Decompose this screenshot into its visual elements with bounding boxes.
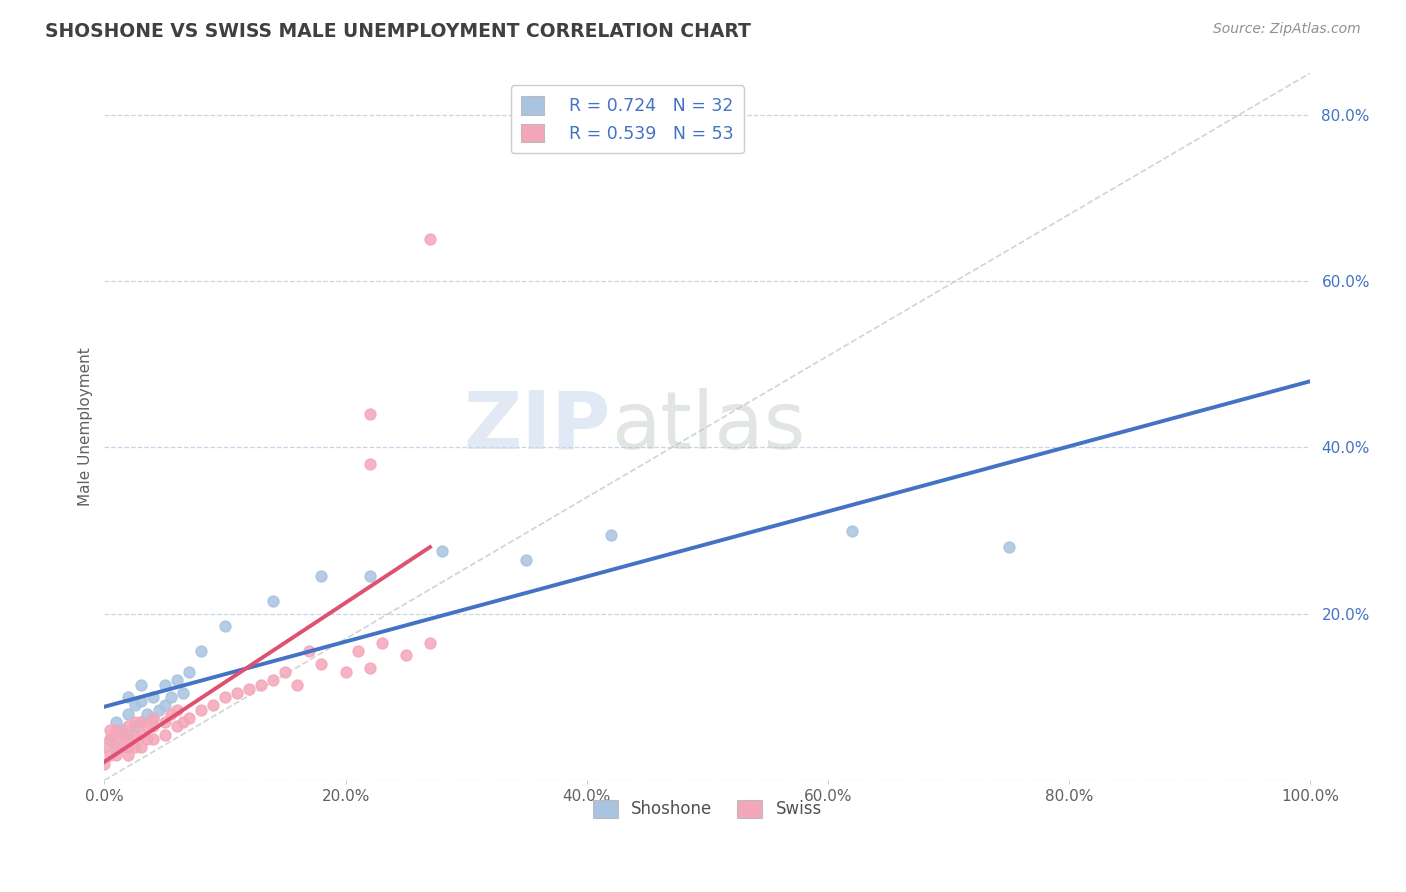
Point [153,727,176,741]
Point [129,714,152,729]
Point [117,727,139,741]
Point [430,544,453,558]
Point [172,686,194,700]
Point [100,723,122,738]
Point [124,719,146,733]
Point [105,739,128,754]
Point [100,748,122,763]
Point [105,748,128,763]
Point [117,706,139,721]
Text: Source: ZipAtlas.com: Source: ZipAtlas.com [1213,22,1361,37]
Point [159,706,181,721]
Point [998,541,1021,555]
Point [311,657,333,671]
Point [159,690,181,704]
Point [129,694,152,708]
Point [148,702,170,716]
Point [100,731,122,746]
Point [135,731,157,746]
Point [515,553,537,567]
Point [135,719,157,733]
Point [262,594,284,608]
Text: ZIP: ZIP [464,388,610,466]
Point [599,528,621,542]
Point [153,698,176,713]
Point [105,714,128,729]
Point [201,698,224,713]
Point [105,723,128,738]
Legend: Shoshone, Swiss: Shoshone, Swiss [586,793,828,825]
Point [129,727,152,741]
Point [135,706,157,721]
Point [124,739,146,754]
Point [371,636,394,650]
Point [335,665,357,679]
Point [166,673,188,688]
Point [105,731,128,746]
Point [214,690,236,704]
Point [117,748,139,763]
Point [142,711,165,725]
Point [111,723,134,738]
Point [298,644,321,658]
Point [129,739,152,754]
Text: SHOSHONE VS SWISS MALE UNEMPLOYMENT CORRELATION CHART: SHOSHONE VS SWISS MALE UNEMPLOYMENT CORR… [45,22,751,41]
Point [124,698,146,713]
Point [93,739,115,754]
Point [124,727,146,741]
Point [129,677,152,691]
Point [262,673,284,688]
Point [142,731,165,746]
Point [190,702,212,716]
Point [166,719,188,733]
Point [285,677,308,691]
Point [419,232,441,246]
Point [117,731,139,746]
Point [841,524,863,538]
Point [250,677,273,691]
Point [214,619,236,633]
Point [93,756,115,771]
Point [359,661,381,675]
Point [153,714,176,729]
Point [419,636,441,650]
Point [359,457,381,471]
Point [177,665,200,679]
Point [346,644,368,658]
Point [129,714,152,729]
Point [238,681,260,696]
Point [177,711,200,725]
Point [274,665,297,679]
Point [359,569,381,583]
Point [395,648,418,663]
Point [166,702,188,716]
Y-axis label: Male Unemployment: Male Unemployment [79,347,93,506]
Point [153,677,176,691]
Point [359,407,381,421]
Point [117,690,139,704]
Point [142,690,165,704]
Point [111,739,134,754]
Point [311,569,333,583]
Point [190,644,212,658]
Point [172,714,194,729]
Point [117,719,139,733]
Point [105,739,128,754]
Point [226,686,249,700]
Text: atlas: atlas [610,388,806,466]
Point [142,719,165,733]
Point [100,731,122,746]
Point [124,714,146,729]
Point [111,727,134,741]
Point [142,711,165,725]
Point [117,739,139,754]
